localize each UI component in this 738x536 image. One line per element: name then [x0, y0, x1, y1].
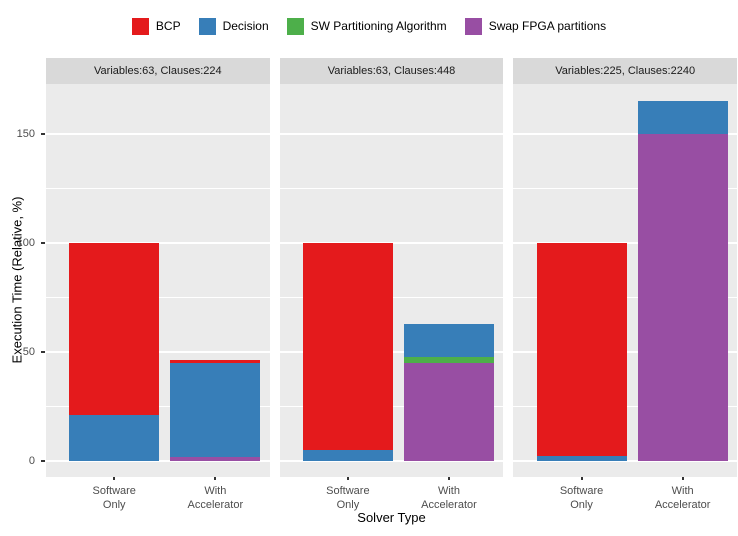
stacked-bar	[302, 243, 393, 461]
x-tick-label: With Accelerator	[421, 485, 477, 511]
y-tick-label: 150	[16, 128, 35, 140]
bar-segment	[69, 415, 160, 461]
bar-segment	[403, 362, 494, 461]
legend-item: Decision	[198, 17, 269, 35]
facet: Variables:225, Clauses:2240 Software Only…	[513, 58, 738, 511]
legend-swatch-icon	[131, 17, 149, 35]
facet-area: Variables:63, Clauses:224 Software Only Wi…	[46, 58, 738, 511]
x-tick-mark	[113, 477, 116, 480]
y-tick-mark	[41, 133, 45, 135]
legend-swatch-icon	[286, 17, 304, 35]
bar-segment	[637, 134, 728, 461]
gridline-major	[513, 133, 738, 135]
x-tick-mark	[346, 477, 349, 480]
bar-segment	[403, 323, 494, 358]
facet-panel: Software Only With Accelerator	[46, 84, 270, 511]
gridline-minor	[279, 188, 504, 189]
bar-segment	[403, 357, 494, 363]
stacked-bar	[69, 243, 160, 461]
legend: BCP Decision SW Partitioning Algorithm Swap…	[0, 6, 738, 46]
gridline-major	[279, 133, 504, 135]
stacked-bar	[403, 323, 494, 461]
gridline-major	[513, 460, 738, 462]
gridline-major	[46, 460, 270, 462]
bar-segment	[302, 243, 393, 451]
stacked-bar	[637, 101, 728, 461]
bar-segment	[170, 456, 261, 461]
bar-segment	[170, 359, 261, 363]
y-tick-label: 100	[16, 237, 35, 249]
gridline-major	[279, 460, 504, 462]
legend-label: BCP	[155, 19, 181, 33]
legend-swatch-icon	[464, 17, 482, 35]
gridline-major	[513, 242, 738, 244]
x-tick-label: With Accelerator	[187, 485, 244, 511]
facet-strip: Variables:63, Clauses:448	[279, 58, 504, 84]
gridline-major	[46, 133, 270, 135]
legend-label: Decision	[222, 19, 269, 33]
bar-segment	[536, 243, 627, 456]
y-tick-mark	[41, 460, 45, 462]
y-tick-mark	[41, 351, 45, 353]
y-tick-mark	[41, 242, 45, 244]
legend-item: BCP	[131, 17, 181, 35]
x-tick-mark	[214, 477, 217, 480]
y-axis: 0 50 100 150	[0, 84, 46, 477]
x-tick-label: With Accelerator	[654, 485, 711, 511]
facet: Variables:63, Clauses:224 Software Only Wi…	[46, 58, 270, 511]
bar-segment	[69, 243, 160, 416]
facet-strip: Variables:63, Clauses:224	[46, 58, 270, 84]
facet-panel: Software Only With Accelerator	[279, 84, 504, 511]
y-tick-label: 50	[22, 346, 35, 358]
x-tick-label: Software Only	[559, 485, 604, 511]
y-tick-label: 0	[28, 455, 35, 467]
x-tick-mark	[447, 477, 450, 480]
legend-item: Swap FPGA partitions	[464, 17, 607, 35]
facet-strip: Variables:225, Clauses:2240	[513, 58, 738, 84]
gridline-major	[46, 242, 270, 244]
bar-segment	[170, 362, 261, 457]
stacked-bar	[536, 243, 627, 461]
gridline-minor	[46, 188, 270, 189]
x-tick-mark	[681, 477, 684, 480]
x-axis-title: Solver Type	[357, 510, 426, 525]
stacked-bar	[170, 359, 261, 461]
x-tick-label: Software Only	[326, 485, 370, 511]
x-tick-label: Software Only	[92, 485, 136, 511]
x-tick-mark	[580, 477, 583, 480]
bar-segment	[302, 450, 393, 461]
gridline-major	[279, 242, 504, 244]
legend-swatch-icon	[198, 17, 216, 35]
legend-label: SW Partitioning Algorithm	[310, 19, 447, 33]
legend-label: Swap FPGA partitions	[488, 19, 607, 33]
bar-segment	[637, 101, 728, 134]
facet: Variables:63, Clauses:448 Software Only Wi…	[279, 58, 504, 511]
legend-item: SW Partitioning Algorithm	[286, 17, 447, 35]
facet-panel: Software Only With Accelerator	[513, 84, 738, 511]
bar-segment	[536, 455, 627, 461]
gridline-minor	[513, 188, 738, 189]
